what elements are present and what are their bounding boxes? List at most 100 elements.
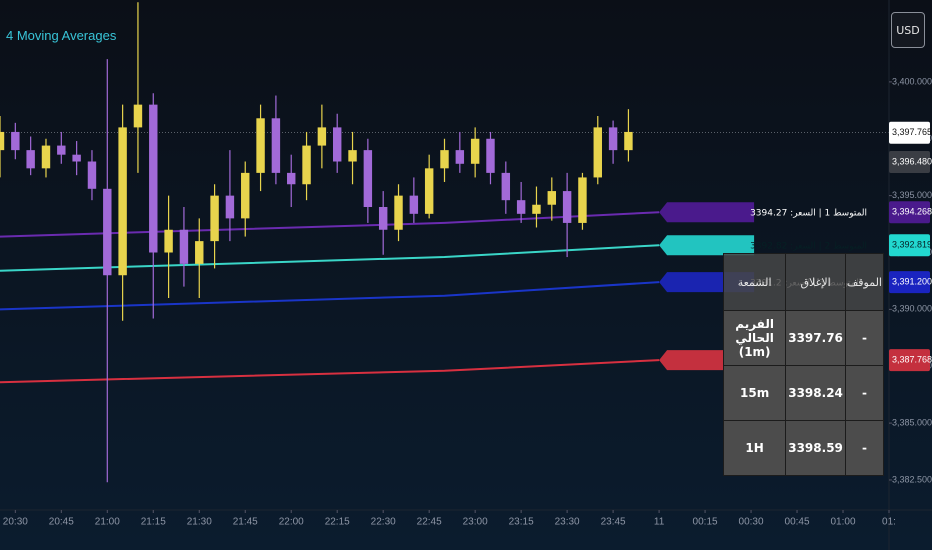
candle-body — [256, 118, 265, 173]
cell: - — [844, 365, 885, 421]
candle-body — [501, 172, 511, 201]
candle-body — [516, 200, 526, 214]
x-tick-label: 21:00 — [95, 517, 120, 528]
legend-label-box — [659, 202, 755, 223]
price-tag — [889, 121, 930, 144]
price-tag-label: 3,394.268 — [892, 207, 932, 217]
price-tag — [889, 349, 930, 372]
candle-body — [87, 161, 97, 189]
candle-body — [287, 172, 296, 185]
summary-table: الموقف الإغلاق الشمعة - 3397.76 الفريم ا… — [722, 253, 885, 476]
candle-body — [41, 145, 51, 169]
candle-body — [72, 154, 81, 162]
x-tick-label: 20:30 — [3, 517, 28, 528]
candle-body — [103, 188, 112, 276]
cell: 3398.59 — [785, 420, 846, 476]
candle-body — [532, 204, 541, 214]
candle-body — [486, 138, 495, 173]
candle-body — [578, 177, 587, 223]
chart-title: 4 Moving Averages — [6, 28, 117, 43]
price-tag — [889, 201, 930, 224]
price-tag-label: 3,396.480 — [892, 156, 932, 166]
cell: 1H — [722, 420, 787, 476]
candle-body — [424, 168, 434, 214]
x-tick-label: 21:45 — [233, 517, 258, 528]
x-tick-label: 01: — [882, 517, 896, 528]
header-cell: الشمعة — [722, 253, 787, 311]
price-tag-label: 3,392.819 — [892, 240, 932, 250]
price-tag-label: 3,397.765 — [892, 127, 932, 137]
x-tick-label: 22:30 — [371, 517, 396, 528]
moving-average-line — [0, 211, 660, 238]
x-tick-label: 21:30 — [187, 517, 212, 528]
candle-body — [593, 127, 602, 178]
candle-body — [470, 138, 480, 164]
x-tick-label: 00:30 — [739, 517, 764, 528]
candle-body — [57, 145, 66, 155]
candle-body — [241, 172, 250, 219]
moving-average-line — [0, 244, 660, 272]
candle-body — [11, 131, 20, 151]
table-header: الموقف الإغلاق الشمعة — [722, 253, 885, 311]
x-tick-label: 20:45 — [49, 517, 74, 528]
candle-body — [624, 131, 633, 151]
moving-average-line — [0, 281, 660, 311]
cell: - — [844, 420, 885, 476]
table-row: - 3398.59 1H — [722, 420, 885, 476]
x-tick-label: 21:15 — [141, 517, 166, 528]
price-tag — [889, 150, 930, 173]
candle-body — [302, 145, 311, 185]
header-cell: الموقف — [844, 253, 885, 311]
candle-body — [210, 195, 219, 242]
candle-body — [149, 104, 158, 253]
price-tag — [889, 234, 930, 257]
candle-body — [164, 229, 173, 253]
candle-body — [225, 195, 235, 219]
price-tag-label: 3,391.200 — [892, 276, 932, 286]
x-tick-label: 23:45 — [601, 517, 626, 528]
currency-button[interactable]: USD — [891, 12, 925, 48]
cell: الفريم الحالي (1m) — [722, 310, 787, 366]
y-tick-label: 3,390.000 — [892, 304, 932, 314]
candle-body — [271, 118, 281, 173]
candle-body — [455, 150, 465, 164]
candle-body — [26, 150, 35, 169]
x-tick-label: 00:15 — [693, 517, 718, 528]
x-tick-label: 22:45 — [417, 517, 442, 528]
y-tick-label: 3,382.500 — [892, 474, 932, 484]
cell: - — [844, 310, 885, 366]
table-row: - 3397.76 الفريم الحالي (1m) — [722, 310, 885, 366]
x-tick-label: 00:45 — [785, 517, 810, 528]
candle-body — [317, 127, 327, 146]
y-tick-label: 3,385.000 — [892, 417, 932, 427]
price-tag — [889, 271, 930, 294]
moving-average-line — [0, 359, 660, 384]
y-tick-label: 3,400.000 — [892, 76, 932, 86]
table-row: - 3398.24 15m — [722, 365, 885, 421]
legend-label: المتوسط 1 | السعر: 3394.27 — [750, 209, 867, 219]
x-tick-label: 22:15 — [325, 517, 350, 528]
candle-body — [179, 229, 189, 264]
candle-body — [440, 150, 449, 169]
x-tick-label: 23:15 — [509, 517, 534, 528]
candle-body — [547, 191, 557, 205]
cell: 15m — [722, 365, 787, 421]
candle-body — [394, 195, 403, 230]
header-cell: الإغلاق — [785, 253, 846, 311]
candle-body — [363, 150, 373, 208]
y-tick-label: 3,395.000 — [892, 190, 932, 200]
candle-body — [608, 127, 618, 151]
x-tick-label: 23:30 — [555, 517, 580, 528]
candle-body — [332, 127, 342, 162]
candle-body — [133, 104, 143, 128]
x-tick-label: 23:00 — [463, 517, 488, 528]
x-tick-label: 22:00 — [279, 517, 304, 528]
cell: 3398.24 — [785, 365, 846, 421]
price-tag-label: 3,387.768 — [892, 355, 932, 365]
candle-body — [348, 150, 357, 162]
cell: 3397.76 — [785, 310, 846, 366]
legend-label-box — [659, 235, 755, 256]
candle-body — [562, 191, 572, 223]
candle-body — [409, 195, 419, 214]
